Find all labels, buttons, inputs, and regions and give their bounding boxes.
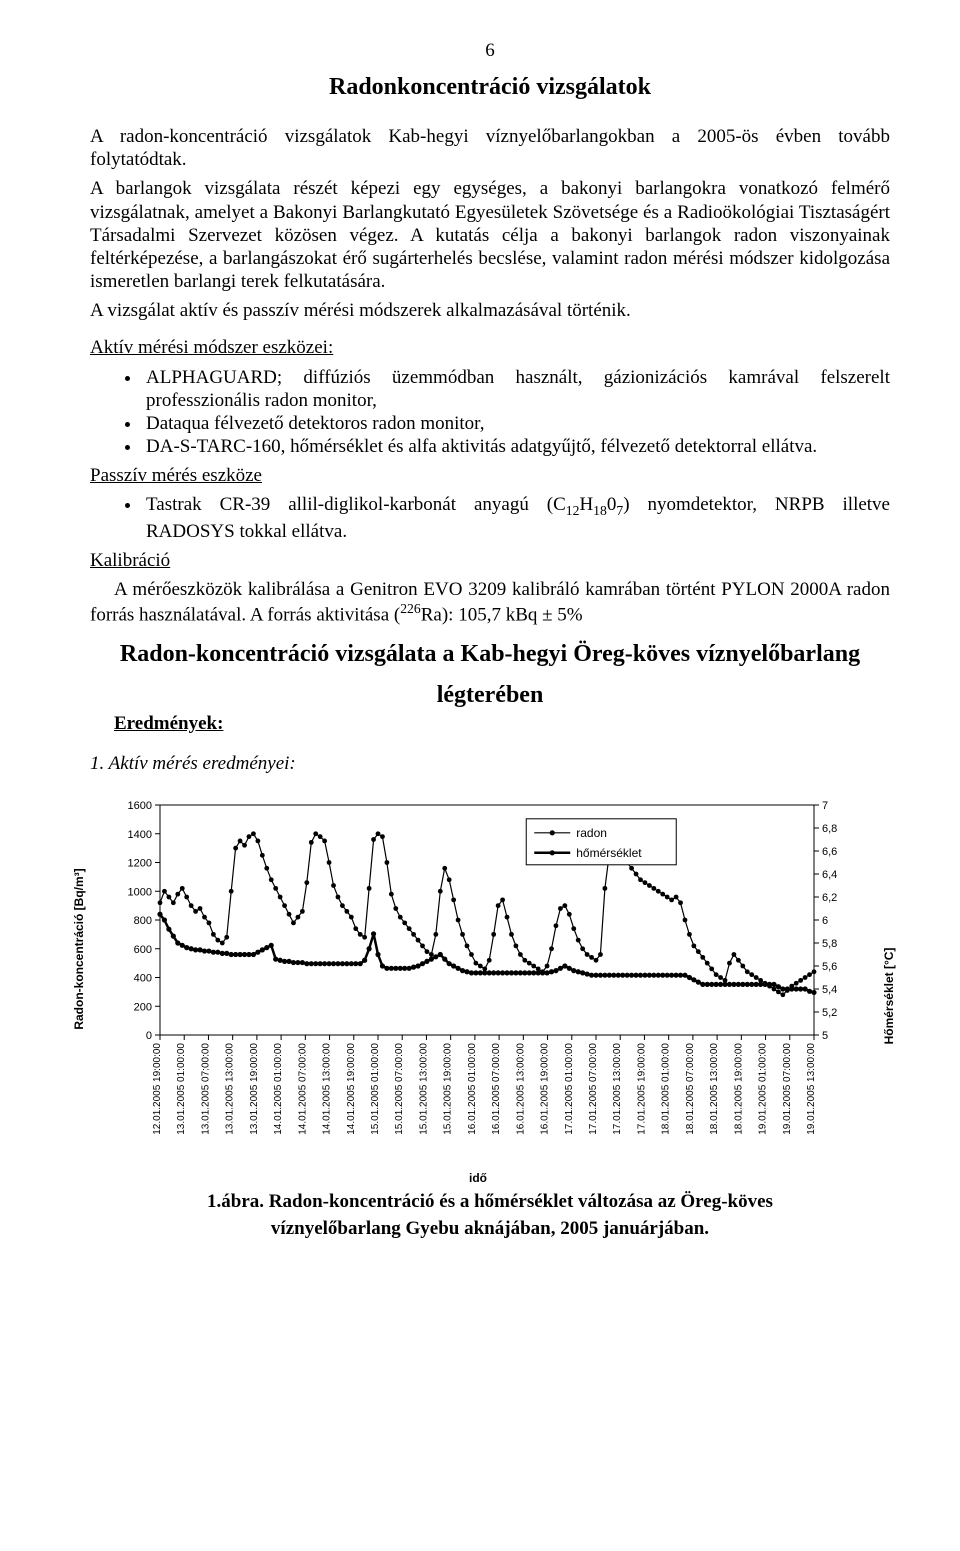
svg-text:600: 600 — [134, 944, 152, 956]
paragraph-2: A barlangok vizsgálata részét képezi egy… — [90, 177, 890, 293]
svg-text:15.01.2005 01:00:00: 15.01.2005 01:00:00 — [370, 1042, 381, 1134]
svg-text:800: 800 — [134, 915, 152, 927]
svg-text:16.01.2005 01:00:00: 16.01.2005 01:00:00 — [467, 1042, 478, 1134]
svg-text:18.01.2005 07:00:00: 18.01.2005 07:00:00 — [685, 1042, 696, 1134]
svg-text:1200: 1200 — [128, 857, 152, 869]
svg-text:7: 7 — [822, 800, 828, 812]
svg-text:radon: radon — [576, 826, 607, 840]
svg-text:6,2: 6,2 — [822, 892, 837, 904]
aktiv-eredmenyei: 1. Aktív mérés eredményei: — [90, 753, 890, 775]
svg-text:5,8: 5,8 — [822, 938, 837, 950]
figure-caption-line1: 1.ábra. Radon-koncentráció és a hőmérsék… — [90, 1191, 890, 1214]
chart-svg: 0 200 400 600 800 1000 1200 1400 1600 5 5,2 5,4 5,6 5… — [78, 793, 878, 1183]
svg-text:6,6: 6,6 — [822, 846, 837, 858]
figure-caption-line2: víznyelőbarlang Gyebu aknájában, 2005 ja… — [90, 1218, 890, 1241]
svg-text:14.01.2005 13:00:00: 14.01.2005 13:00:00 — [322, 1042, 333, 1134]
text: 0 — [607, 494, 617, 515]
aktiv-heading: Aktív mérési módszer eszközei: — [90, 337, 333, 358]
svg-text:13.01.2005 01:00:00: 13.01.2005 01:00:00 — [176, 1042, 187, 1134]
svg-text:400: 400 — [134, 972, 152, 984]
text: H — [579, 494, 593, 515]
svg-text:13.01.2005 13:00:00: 13.01.2005 13:00:00 — [225, 1042, 236, 1134]
svg-text:6,8: 6,8 — [822, 823, 837, 835]
svg-text:200: 200 — [134, 1001, 152, 1013]
svg-text:17.01.2005 07:00:00: 17.01.2005 07:00:00 — [588, 1042, 599, 1134]
passziv-list: Tastrak CR-39 allil-diglikol-karbonát an… — [90, 493, 890, 543]
page-title: Radonkoncentráció vizsgálatok — [90, 74, 890, 101]
text: Ra): 105,7 kBq ± 5% — [421, 605, 583, 626]
svg-text:19.01.2005 07:00:00: 19.01.2005 07:00:00 — [782, 1042, 793, 1134]
svg-text:16.01.2005 19:00:00: 16.01.2005 19:00:00 — [540, 1042, 551, 1134]
section-title-line1: Radon-koncentráció vizsgálata a Kab-hegy… — [90, 641, 890, 668]
list-item: Dataqua félvezető detektoros radon monit… — [142, 412, 890, 435]
svg-text:13.01.2005 07:00:00: 13.01.2005 07:00:00 — [200, 1042, 211, 1134]
section-title-line2: légterében — [90, 682, 890, 709]
y-axis-left-label: Radon-koncentráció [Bq/m³] — [72, 868, 86, 1029]
svg-text:18.01.2005 19:00:00: 18.01.2005 19:00:00 — [733, 1042, 744, 1134]
passziv-heading: Passzív mérés eszköze — [90, 465, 262, 486]
svg-text:19.01.2005 13:00:00: 19.01.2005 13:00:00 — [806, 1042, 817, 1134]
svg-text:hőmérséklet: hőmérséklet — [576, 846, 642, 860]
svg-text:17.01.2005 19:00:00: 17.01.2005 19:00:00 — [636, 1042, 647, 1134]
list-item: DA-S-TARC-160, hőmérséklet és alfa aktiv… — [142, 435, 890, 458]
svg-text:15.01.2005 13:00:00: 15.01.2005 13:00:00 — [418, 1042, 429, 1134]
subscript: 12 — [566, 503, 580, 518]
svg-text:16.01.2005 07:00:00: 16.01.2005 07:00:00 — [491, 1042, 502, 1134]
kalib-text: A mérőeszközök kalibrálása a Genitron EV… — [90, 578, 890, 627]
svg-text:12.01.2005 19:00:00: 12.01.2005 19:00:00 — [152, 1042, 163, 1134]
svg-text:17.01.2005 01:00:00: 17.01.2005 01:00:00 — [564, 1042, 575, 1134]
kalib-heading: Kalibráció — [90, 550, 170, 571]
subscript: 18 — [593, 503, 607, 518]
eredmenyek-heading: Eredmények: — [114, 713, 890, 735]
svg-text:5,2: 5,2 — [822, 1007, 837, 1019]
svg-text:19.01.2005 01:00:00: 19.01.2005 01:00:00 — [758, 1042, 769, 1134]
svg-text:5,4: 5,4 — [822, 984, 837, 996]
svg-text:1600: 1600 — [128, 800, 152, 812]
svg-text:6: 6 — [822, 915, 828, 927]
svg-text:1400: 1400 — [128, 829, 152, 841]
page-number: 6 — [90, 40, 890, 62]
svg-text:0: 0 — [146, 1030, 152, 1042]
y-axis-right-label: Hőmérséklet [°C] — [882, 947, 896, 1044]
svg-text:14.01.2005 19:00:00: 14.01.2005 19:00:00 — [346, 1042, 357, 1134]
chart-container: 0 200 400 600 800 1000 1200 1400 1600 5 5,2 5,4 5,6 5… — [78, 793, 878, 1183]
list-item: ALPHAGUARD; diffúziós üzemmódban használ… — [142, 366, 890, 412]
paragraph-3: A vizsgálat aktív és passzív mérési móds… — [90, 299, 890, 322]
svg-text:1000: 1000 — [128, 886, 152, 898]
svg-text:14.01.2005 07:00:00: 14.01.2005 07:00:00 — [297, 1042, 308, 1134]
svg-text:16.01.2005 13:00:00: 16.01.2005 13:00:00 — [515, 1042, 526, 1134]
svg-text:15.01.2005 07:00:00: 15.01.2005 07:00:00 — [394, 1042, 405, 1134]
svg-text:14.01.2005 01:00:00: 14.01.2005 01:00:00 — [273, 1042, 284, 1134]
svg-text:15.01.2005 19:00:00: 15.01.2005 19:00:00 — [443, 1042, 454, 1134]
svg-text:18.01.2005 01:00:00: 18.01.2005 01:00:00 — [661, 1042, 672, 1134]
svg-text:5,6: 5,6 — [822, 961, 837, 973]
superscript: 226 — [400, 601, 421, 616]
svg-text:13.01.2005 19:00:00: 13.01.2005 19:00:00 — [249, 1042, 260, 1134]
svg-text:18.01.2005 13:00:00: 18.01.2005 13:00:00 — [709, 1042, 720, 1134]
aktiv-list: ALPHAGUARD; diffúziós üzemmódban használ… — [90, 366, 890, 459]
svg-text:6,4: 6,4 — [822, 869, 837, 881]
svg-text:17.01.2005 13:00:00: 17.01.2005 13:00:00 — [612, 1042, 623, 1134]
text: Tastrak CR-39 allil-diglikol-karbonát an… — [146, 494, 566, 515]
paragraph-1: A radon-koncentráció vizsgálatok Kab-heg… — [90, 125, 890, 171]
x-axis-label: idő — [469, 1171, 487, 1185]
svg-text:5: 5 — [822, 1030, 828, 1042]
list-item: Tastrak CR-39 allil-diglikol-karbonát an… — [142, 493, 890, 543]
